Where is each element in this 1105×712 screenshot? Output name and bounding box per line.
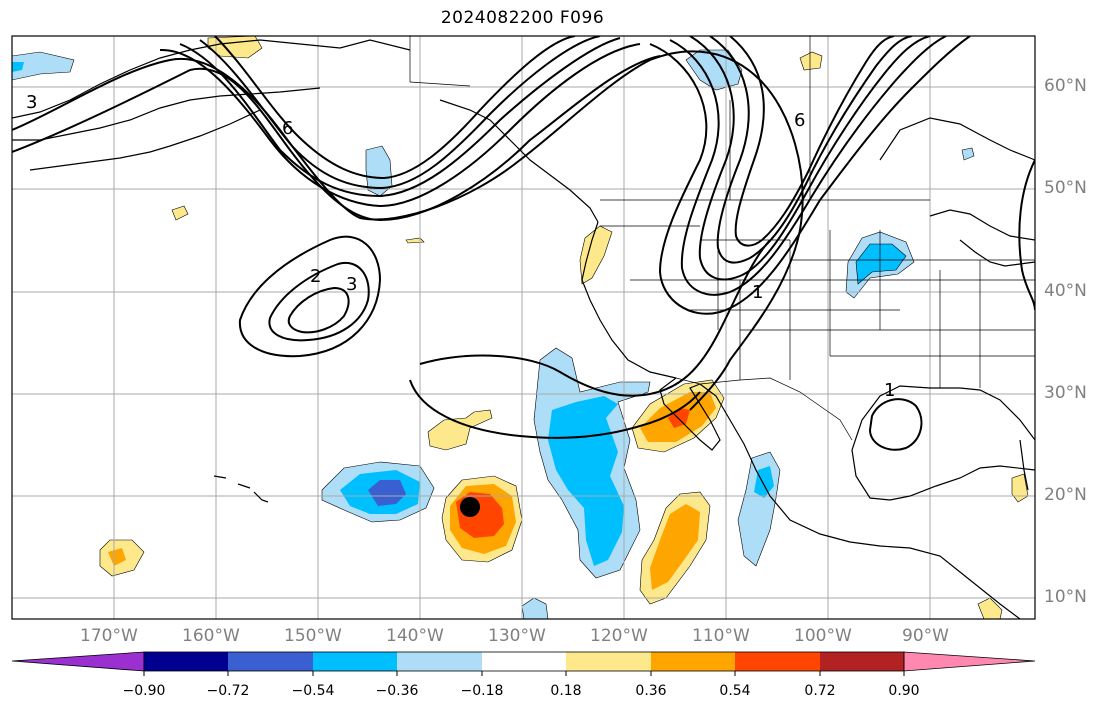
contour-label: 2: [310, 266, 321, 287]
lat-label: 20°N: [1044, 485, 1087, 505]
lat-label: 60°N: [1044, 76, 1087, 96]
colorbar-tick-label: 0.72: [804, 683, 836, 699]
anomaly-shading: [12, 36, 1029, 619]
lon-label: 100°W: [794, 626, 852, 646]
colorbar-tick-label: 0.54: [719, 683, 751, 699]
lon-label: 120°W: [590, 626, 648, 646]
lat-label: 40°N: [1044, 281, 1087, 301]
graticule: [12, 36, 1035, 619]
contour-label: 1: [752, 282, 763, 303]
colorbar: [11, 651, 1036, 676]
political-borders: [409, 36, 1035, 441]
storm-center-marker: [460, 497, 480, 517]
colorbar-tick-label: 0.18: [550, 683, 582, 699]
colorbar-tick-label: −0.36: [375, 683, 419, 699]
contour-label: 6: [794, 110, 805, 131]
lon-label: 90°W: [902, 626, 949, 646]
lon-label: 150°W: [284, 626, 342, 646]
height-contours: [12, 36, 1035, 451]
lon-label: 160°W: [182, 626, 240, 646]
lon-label: 110°W: [692, 626, 750, 646]
colorbar-tick-label: 0.36: [635, 683, 667, 699]
colorbar-tick-label: −0.90: [122, 683, 166, 699]
contour-labels: 3 2 3 6 6 1 1: [26, 92, 895, 401]
colorbar-tick-label: 0.90: [888, 683, 920, 699]
lon-label: 130°W: [488, 626, 546, 646]
coastlines: [12, 39, 1035, 619]
colorbar-tick-label: −0.54: [291, 683, 335, 699]
map-title: 2024082200 F096: [440, 8, 605, 28]
lon-label: 140°W: [386, 626, 444, 646]
map-frame: [11, 35, 1036, 620]
lat-label: 50°N: [1044, 178, 1087, 198]
colorbar-tick-label: −0.72: [206, 683, 250, 699]
contour-label: 3: [26, 92, 37, 113]
lon-label: 170°W: [80, 626, 138, 646]
contour-label: 3: [346, 274, 357, 295]
colorbar-tick-label: −0.18: [460, 683, 504, 699]
lat-label: 10°N: [1044, 587, 1087, 607]
contour-label: 1: [884, 380, 895, 401]
lat-label: 30°N: [1044, 383, 1087, 403]
map-area: [12, 36, 1035, 619]
contour-label: 6: [282, 118, 293, 139]
